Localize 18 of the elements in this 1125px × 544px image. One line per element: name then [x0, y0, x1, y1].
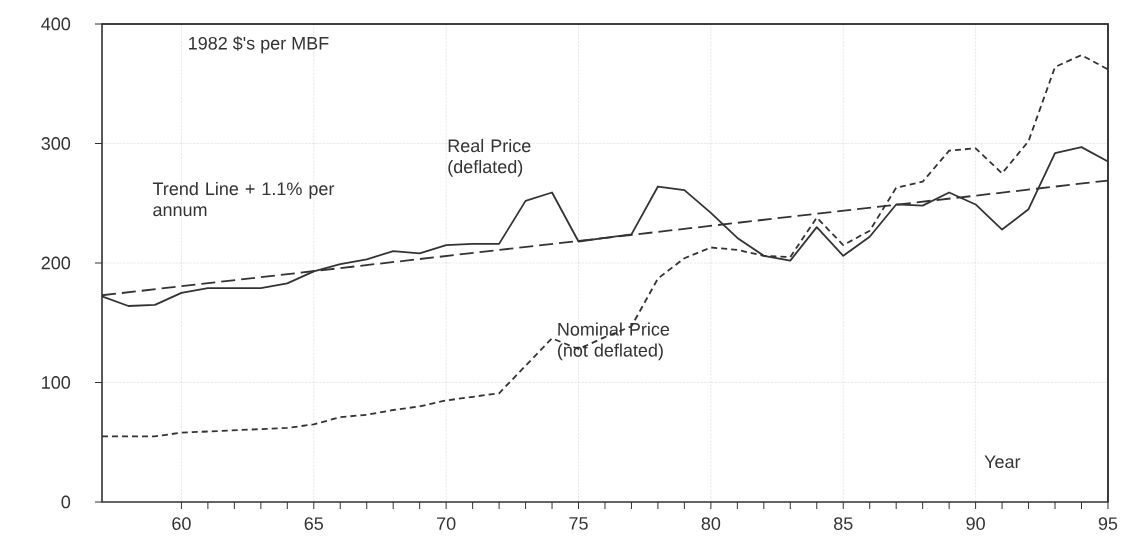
series-label: Nominal Price (not deflated)	[558, 322, 670, 361]
x-tick-label: 70	[437, 517, 456, 530]
x-tick-label: 75	[569, 517, 588, 530]
y-tick-label: 300	[41, 137, 71, 150]
x-tick-label: 85	[834, 517, 853, 530]
y-tick-label: 400	[41, 17, 71, 31]
text: Trend Line + 1.1% per annum	[152, 181, 335, 217]
x-tick-label: 90	[966, 517, 985, 530]
x-tick-label: 60	[172, 517, 191, 530]
series-label: Real Price (deflated)	[448, 138, 531, 177]
x-axis-title: Year	[984, 455, 1021, 469]
x-tick-label: 95	[1098, 517, 1118, 530]
y-tick-label: 200	[41, 256, 71, 270]
x-tick-label: 80	[701, 517, 721, 530]
y-tick-label: 0	[61, 495, 71, 509]
y-axis-title: 1982 $'s per MBF	[189, 36, 329, 54]
x-tick-label: 65	[304, 517, 324, 530]
y-tick-label: 100	[42, 376, 71, 389]
